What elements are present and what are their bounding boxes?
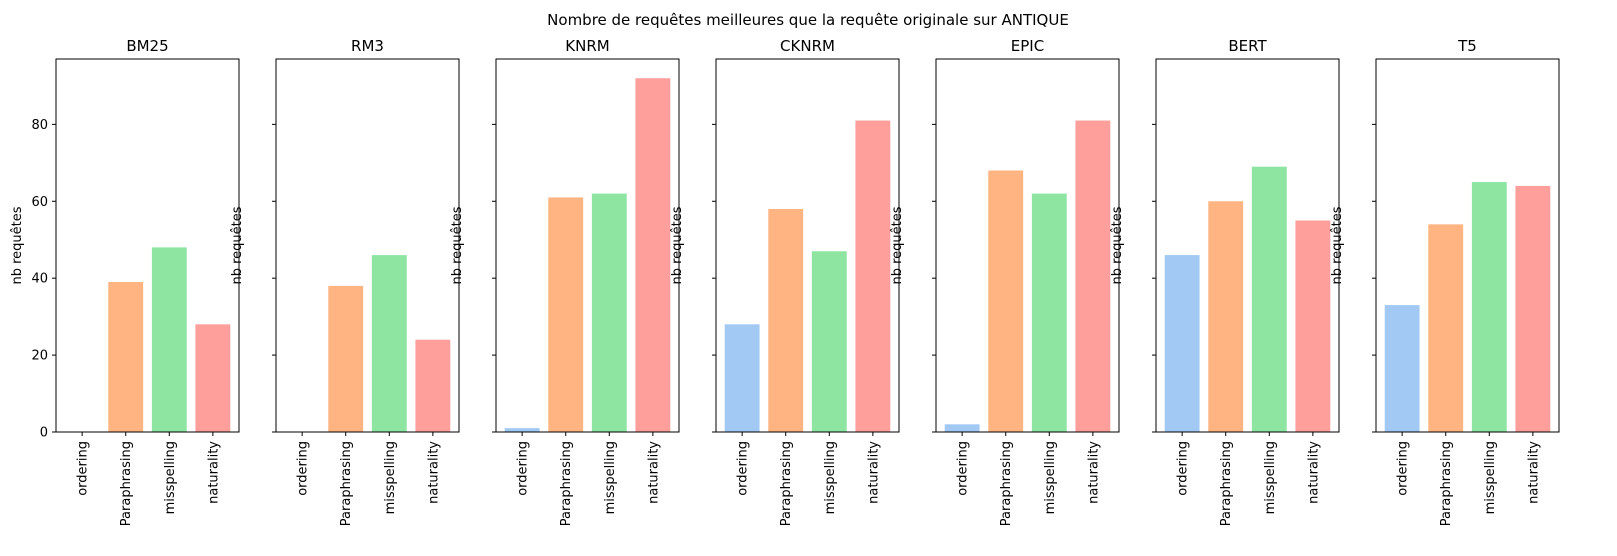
x-tick-label: naturality xyxy=(426,441,441,504)
bar-naturality xyxy=(1515,185,1551,432)
subplot-title: CKNRM xyxy=(780,37,835,55)
bar-paraphrasing xyxy=(548,197,584,432)
bar-paraphrasing xyxy=(328,285,364,432)
x-tick-label: naturality xyxy=(1086,441,1101,504)
y-axis-label: nb requêtes xyxy=(230,206,245,284)
x-tick-label: misspelling xyxy=(383,441,398,514)
x-tick-label: ordering xyxy=(76,441,91,496)
subplot-rm3: ordering Paraphrasing misspelling naturalit… xyxy=(230,37,460,526)
bar-misspelling xyxy=(811,251,847,432)
x-tick-label: ordering xyxy=(736,441,751,496)
y-axis-label: nb requêtes xyxy=(670,206,685,284)
y-tick-label: 0 xyxy=(40,426,48,441)
x-tick-label: naturality xyxy=(1526,441,1541,504)
x-tick-label: misspelling xyxy=(603,441,618,514)
x-tick-label: Paraphrasing xyxy=(1439,441,1454,526)
bar-paraphrasing xyxy=(1208,201,1244,432)
x-tick-label: Paraphrasing xyxy=(559,441,574,526)
subplot-panels: 0 20 40 60 80 ordering Paraphrasing misspelling… xyxy=(10,37,1560,526)
bar-ordering xyxy=(504,428,540,432)
subplot-title: RM3 xyxy=(351,37,384,55)
subplot-title: BM25 xyxy=(126,37,168,55)
bar-ordering xyxy=(1164,255,1200,432)
y-tick-label: 20 xyxy=(31,349,48,364)
x-tick-label: Paraphrasing xyxy=(339,441,354,526)
x-tick-label: misspelling xyxy=(1483,441,1498,514)
bar-misspelling xyxy=(371,255,407,432)
x-tick-label: Paraphrasing xyxy=(999,441,1014,526)
x-tick-label: misspelling xyxy=(163,441,178,514)
axes-frame xyxy=(935,58,1120,433)
x-tick-label: naturality xyxy=(646,441,661,504)
subplot-title: KNRM xyxy=(565,37,609,55)
bar-misspelling xyxy=(1251,166,1287,433)
subplot-title: T5 xyxy=(1457,37,1477,55)
y-tick-label: 60 xyxy=(31,195,48,210)
y-axis-label: nb requêtes xyxy=(1110,206,1125,284)
x-tick-label: misspelling xyxy=(823,441,838,514)
bar-paraphrasing xyxy=(988,170,1024,432)
subplot-knrm: ordering Paraphrasing misspelling naturalit… xyxy=(450,37,680,526)
axes-frame xyxy=(275,58,460,433)
bar-paraphrasing xyxy=(768,208,804,432)
subplot-title: EPIC xyxy=(1011,37,1044,55)
x-tick-label: ordering xyxy=(1176,441,1191,496)
bar-naturality xyxy=(635,78,671,432)
x-tick-label: ordering xyxy=(516,441,531,496)
subplot-bert: ordering Paraphrasing misspelling naturalit… xyxy=(1110,37,1340,526)
y-axis-label: nb requêtes xyxy=(450,206,465,284)
bar-ordering xyxy=(944,424,980,432)
subplot-t5: ordering Paraphrasing misspelling naturalit… xyxy=(1330,37,1560,526)
bar-paraphrasing xyxy=(108,282,144,432)
x-tick-label: naturality xyxy=(1306,441,1321,504)
figure-suptitle: Nombre de requêtes meilleures que la req… xyxy=(547,11,1069,29)
x-tick-label: naturality xyxy=(206,441,221,504)
x-tick-label: naturality xyxy=(866,441,881,504)
bar-paraphrasing xyxy=(1428,224,1464,432)
x-tick-label: misspelling xyxy=(1043,441,1058,514)
x-tick-label: ordering xyxy=(296,441,311,496)
bar-ordering xyxy=(724,324,760,432)
y-axis-label: nb requêtes xyxy=(890,206,905,284)
x-tick-label: misspelling xyxy=(1263,441,1278,514)
axes-frame xyxy=(1155,58,1340,433)
bar-naturality xyxy=(415,339,451,432)
bar-misspelling xyxy=(591,193,627,432)
bar-naturality xyxy=(1295,220,1331,432)
bar-misspelling xyxy=(1471,182,1507,432)
subplot-cknrm: ordering Paraphrasing misspelling naturalit… xyxy=(670,37,900,526)
x-tick-label: ordering xyxy=(1396,441,1411,496)
y-axis-label: nb requêtes xyxy=(10,206,25,284)
axes-frame xyxy=(495,58,680,433)
x-tick-label: Paraphrasing xyxy=(779,441,794,526)
y-tick-label: 80 xyxy=(31,118,48,133)
y-tick-label: 40 xyxy=(31,272,48,287)
x-tick-label: Paraphrasing xyxy=(1219,441,1234,526)
subplot-epic: ordering Paraphrasing misspelling naturalit… xyxy=(890,37,1120,526)
x-tick-label: Paraphrasing xyxy=(119,441,134,526)
axes-frame xyxy=(1375,58,1560,433)
y-axis-label: nb requêtes xyxy=(1330,206,1345,284)
bar-naturality xyxy=(195,324,231,432)
subplot-bm25: 0 20 40 60 80 ordering Paraphrasing misspelling… xyxy=(10,37,240,526)
bar-misspelling xyxy=(151,247,187,432)
subplot-title: BERT xyxy=(1228,37,1267,55)
axes-frame xyxy=(55,58,240,433)
bar-ordering xyxy=(1384,305,1420,432)
bar-naturality xyxy=(855,120,891,432)
bar-naturality xyxy=(1075,120,1111,432)
bar-misspelling xyxy=(1031,193,1067,432)
x-tick-label: ordering xyxy=(956,441,971,496)
axes-frame xyxy=(715,58,900,433)
